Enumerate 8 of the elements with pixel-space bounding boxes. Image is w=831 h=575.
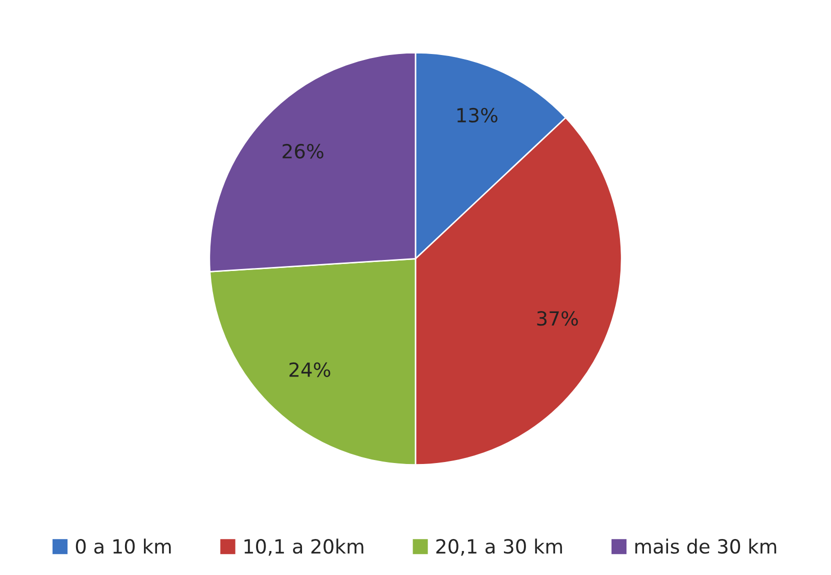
legend-label: 10,1 a 20km — [244, 538, 364, 556]
data-label: 26% — [282, 144, 324, 159]
data-label: 24% — [290, 362, 330, 378]
legend-label: 0 a 10 km — [76, 538, 171, 554]
legend-label: 20,1 a 30 km — [436, 538, 562, 556]
data-label: 37% — [537, 311, 578, 326]
data-label: 13% — [457, 108, 498, 123]
legend-label: mais de 30 km — [635, 538, 776, 554]
